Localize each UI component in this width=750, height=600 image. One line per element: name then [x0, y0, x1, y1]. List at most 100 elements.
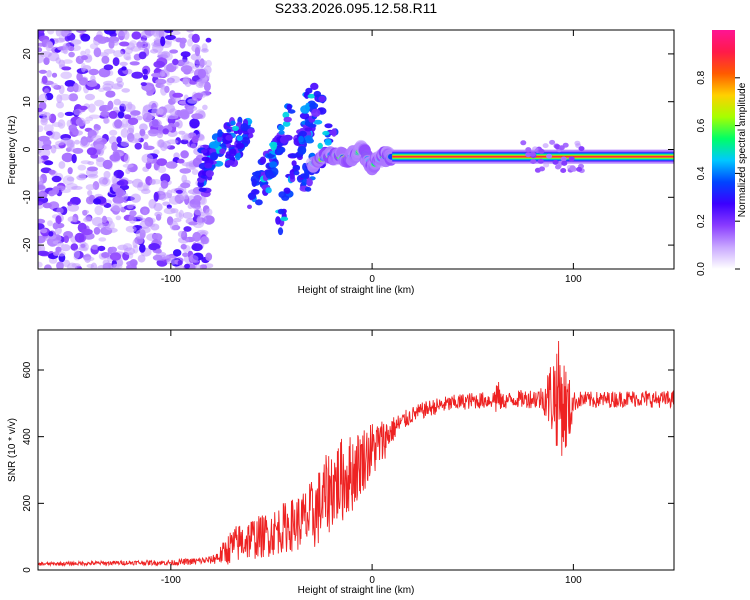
spectrogram-cell: [193, 92, 204, 99]
spectrogram-cell: [38, 192, 45, 197]
spectrogram-cell: [56, 207, 64, 214]
spectrogram-cell: [57, 112, 65, 118]
spectrogram-cell: [151, 107, 160, 117]
y-tick-label: -10: [22, 190, 33, 205]
spectrogram-cell: [109, 246, 117, 253]
spectrogram-cell: [67, 203, 80, 212]
spectrogram-cell: [46, 130, 53, 136]
y-tick-label: 0: [22, 567, 33, 573]
spectrogram-cell: [86, 81, 98, 87]
spectrogram-cell: [324, 140, 332, 146]
spectrogram-cell: [51, 131, 61, 140]
spectrogram-cell: [134, 142, 142, 150]
spectrogram-cell: [55, 30, 62, 37]
spectrogram-cell: [48, 201, 60, 211]
spectrogram-cell: [142, 68, 148, 75]
spectrogram-cell: [38, 218, 46, 224]
spectrogram-cell: [93, 198, 102, 205]
spectrogram-cell: [158, 139, 165, 148]
spectrogram-cell: [60, 244, 71, 252]
spectrogram-cell: [51, 72, 58, 78]
spectrogram-cell: [177, 59, 190, 66]
spectrogram-cell: [139, 244, 146, 253]
spectrogram-cell: [64, 80, 76, 87]
spectrogram-cell: [109, 129, 118, 136]
spectrogram-cell: [130, 45, 142, 52]
spectrogram-cell: [85, 184, 96, 191]
spectrogram-cell: [108, 110, 118, 119]
spectrogram-cell: [38, 93, 48, 104]
colorbar-tick-label: 0.4: [696, 166, 707, 180]
spectrogram-cell: [181, 174, 188, 183]
spectrogram-cell: [81, 209, 90, 214]
spectrogram-cell: [538, 148, 545, 154]
spectrogram-cell: [180, 65, 193, 73]
spectrogram-cell: [38, 47, 43, 53]
spectrogram-cell: [229, 148, 237, 157]
spectrogram-cell: [269, 161, 278, 169]
spectrogram-cell: [128, 138, 140, 144]
spectrogram-cell: [125, 56, 132, 61]
spectrogram-cell: [300, 173, 308, 179]
spectrogram-cell: [130, 110, 141, 116]
spectrogram-cell: [304, 127, 313, 132]
spectrogram-cell: [126, 264, 132, 269]
spectrogram-cell: [286, 103, 292, 111]
spectrogram-cell: [235, 142, 245, 150]
spectrogram-cell: [225, 134, 233, 141]
spectrogram-cell: [181, 162, 193, 167]
spectrogram-cell: [43, 112, 52, 121]
spectrogram-cell: [47, 30, 55, 35]
snr-xlabel: Height of straight line (km): [298, 585, 415, 596]
spectrogram-cell: [180, 51, 191, 58]
spectrogram-cell: [194, 47, 201, 57]
spectrogram-cell: [55, 140, 66, 146]
spectrogram-cell: [102, 159, 113, 170]
spectrogram-cell: [251, 189, 260, 195]
colorbar-strip: [712, 30, 735, 269]
spectrogram-cell: [163, 30, 174, 34]
spectrogram-cell: [532, 146, 539, 152]
x-tick-label: -100: [161, 274, 181, 285]
spectrogram-cell: [543, 162, 550, 168]
spectrogram-cell: [38, 223, 45, 230]
spectrogram-cell: [574, 140, 581, 146]
spectrogram-cell: [549, 139, 556, 145]
spectrogram-cell: [217, 129, 223, 138]
spectrogram-cell: [153, 60, 165, 68]
spectrogram-cell: [97, 264, 109, 269]
spectrogram-cell: [162, 128, 169, 135]
spectrogram-cell: [183, 194, 189, 200]
spectrogram-cell: [119, 61, 128, 66]
spectrogram-cell: [108, 39, 115, 49]
spectrogram-cell: [155, 248, 162, 254]
spectrogram-cell: [115, 215, 122, 221]
spectrogram-cell: [291, 160, 297, 167]
spectrogram-cell: [119, 41, 130, 47]
spectrogram-cell: [186, 105, 198, 112]
spectrogram-cell: [240, 123, 249, 132]
spectrogram-cell: [576, 166, 583, 172]
spectrogram-cell: [84, 48, 91, 55]
spectrogram-cell: [205, 208, 213, 216]
snr-ylabel: SNR (10 * v/v): [7, 418, 18, 482]
spectrogram-cell: [130, 263, 137, 269]
spectrogram-cell: [178, 236, 190, 244]
spectrogram-cell: [102, 259, 110, 267]
spectrogram-cell: [87, 166, 98, 172]
spectrogram-cell: [150, 119, 162, 128]
spectrogram-cell: [141, 153, 154, 164]
spectrogram-cell: [248, 133, 254, 139]
spectrogram-cell: [58, 161, 66, 169]
spectrogram-cell: [173, 249, 182, 257]
spectrogram-cell: [94, 144, 104, 150]
spectrogram-cell: [172, 58, 179, 66]
spectrogram-cell: [111, 83, 123, 90]
spectrogram-cell: [154, 211, 163, 218]
spectrogram-cell: [189, 118, 200, 129]
spectrogram-cell: [62, 45, 69, 55]
spectrogram-cell: [111, 141, 118, 152]
spectrogram-cell: [142, 74, 148, 80]
spectrogram-cell: [172, 217, 182, 223]
